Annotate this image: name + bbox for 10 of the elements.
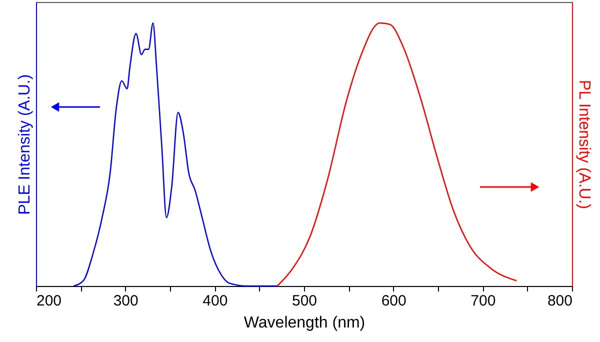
x-tick-label: 200 bbox=[36, 292, 62, 310]
x-tick-label: 600 bbox=[381, 292, 406, 310]
x-tick-label: 800 bbox=[547, 292, 572, 310]
y-axis-title: PLE Intensity (A.U.) bbox=[16, 74, 34, 215]
x-tick-label: 500 bbox=[292, 292, 318, 310]
x-tick-label: 700 bbox=[470, 292, 496, 310]
x-tick-label: 400 bbox=[202, 292, 228, 310]
y2-axis-title: PL Intensity (A.U.) bbox=[576, 80, 592, 210]
x-axis-title: Wavelength (nm) bbox=[244, 314, 366, 332]
x-tick-label: 300 bbox=[113, 292, 138, 310]
